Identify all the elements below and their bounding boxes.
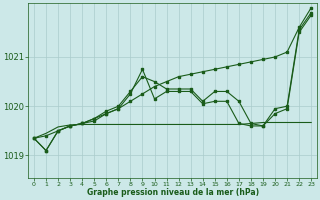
X-axis label: Graphe pression niveau de la mer (hPa): Graphe pression niveau de la mer (hPa) <box>86 188 259 197</box>
